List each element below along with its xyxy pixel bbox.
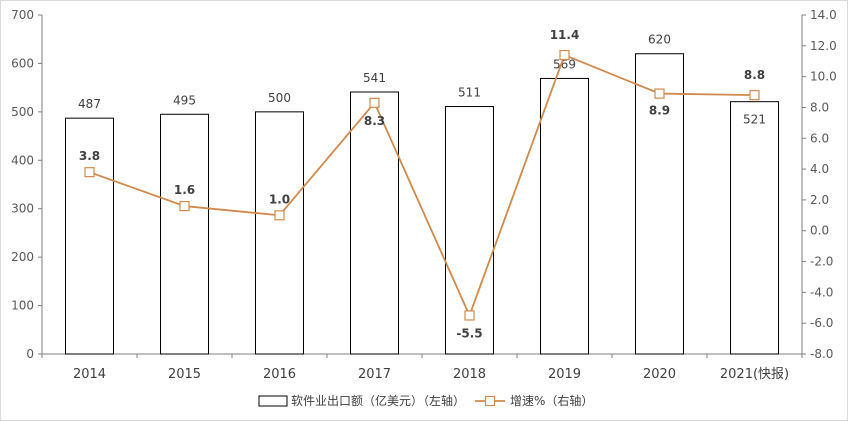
bar-value-label: 620: [648, 33, 671, 47]
bar: [730, 101, 779, 355]
right-axis-tick-label: 2.0: [810, 193, 829, 207]
right-axis-tick-label: -4.0: [810, 285, 833, 299]
left-axis-tick-label: 600: [11, 56, 34, 70]
growth-line-path: [89, 53, 755, 318]
legend-line-marker: [484, 395, 496, 407]
axes: 0 100 200 300 400 500 600 700 -8.0 -6.0 -4.0 -2.0 0.…: [11, 8, 837, 382]
x-axis-tick-label: 2018: [453, 367, 486, 382]
bar-value-label: 521: [743, 113, 766, 127]
legend-bar-swatch: [258, 395, 288, 407]
bar-value-label: 569: [553, 57, 576, 71]
legend-line-label: 增速%（右轴）: [510, 393, 593, 408]
right-axis-tick-label: 8.0: [810, 100, 829, 114]
x-axis-tick-label: 2020: [643, 367, 676, 382]
bar-value-label: 541: [363, 71, 386, 85]
bars: 487 495 500 541 511 569 620 521: [65, 33, 779, 355]
growth-value-label: 8.3: [364, 114, 385, 128]
left-axis-tick-label: 0: [26, 347, 34, 361]
growth-marker: [179, 200, 190, 212]
right-axis-tick-label: -2.0: [810, 255, 833, 269]
right-axis-tick-label: -8.0: [810, 347, 833, 361]
growth-marker: [84, 167, 95, 178]
left-axis-tick-label: 200: [11, 250, 34, 264]
growth-value-label: -5.5: [456, 326, 482, 340]
bar-value-label: 511: [458, 86, 481, 100]
growth-value-label: 11.4: [550, 28, 580, 42]
growth-value-label: 1.6: [174, 183, 195, 197]
right-axis-tick-label: 12.0: [810, 39, 837, 53]
growth-value-label: 3.8: [79, 149, 100, 163]
bar: [65, 117, 114, 355]
right-axis-tick-label: 4.0: [810, 162, 829, 176]
growth-marker: [464, 310, 475, 321]
bar: [255, 111, 304, 355]
growth-marker: [654, 88, 665, 99]
x-axis-tick-label: 2021(快报): [720, 367, 789, 382]
legend-bar-label: 软件业出口额（亿美元）（左轴）: [291, 393, 465, 408]
bar-value-label: 500: [268, 91, 291, 105]
bar: [540, 77, 589, 355]
growth-value-label: 1.0: [269, 192, 290, 206]
x-axis-tick-label: 2015: [168, 367, 201, 382]
right-axis-tick-label: 10.0: [810, 70, 837, 84]
bar: [635, 53, 684, 355]
bar: [160, 113, 209, 355]
left-axis-tick-label: 100: [11, 299, 34, 313]
x-axis-tick-label: 2019: [548, 367, 581, 382]
x-axis-tick-label: 2017: [358, 367, 391, 382]
growth-marker: [749, 90, 760, 101]
x-axis-tick-label: 2016: [263, 367, 296, 382]
left-axis-tick-label: 700: [11, 8, 34, 22]
left-axis-tick-label: 300: [11, 202, 34, 216]
right-axis-tick-label: -6.0: [810, 316, 833, 330]
growth-value-label: 8.9: [649, 104, 670, 118]
right-axis-tick-label: 0.0: [810, 224, 829, 238]
growth-marker: [369, 97, 380, 108]
legend: 软件业出口额（亿美元）（左轴） 增速%（右轴）: [258, 393, 593, 408]
bar-value-label: 495: [173, 93, 196, 107]
growth-value-label: 8.8: [744, 68, 765, 82]
bar: [350, 91, 399, 355]
right-axis-tick-label: 6.0: [810, 131, 829, 145]
growth-marker: [559, 49, 570, 61]
x-axis-tick-label: 2014: [73, 367, 106, 382]
growth-line: 3.8 1.6 1.0 8.3 -5.5 11.4 8.9 8.8: [79, 28, 765, 340]
left-axis-tick-label: 500: [11, 105, 34, 119]
right-axis-tick-label: 14.0: [810, 8, 837, 22]
bar-value-label: 487: [78, 97, 101, 111]
left-axis-tick-label: 400: [11, 153, 34, 167]
growth-marker: [274, 210, 285, 221]
